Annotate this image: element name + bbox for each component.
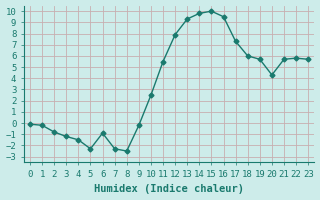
- X-axis label: Humidex (Indice chaleur): Humidex (Indice chaleur): [94, 184, 244, 194]
